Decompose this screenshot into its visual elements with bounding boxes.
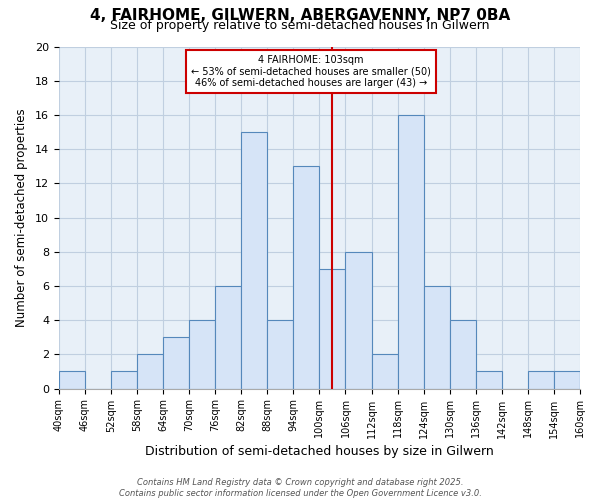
Bar — [346, 252, 371, 388]
Bar — [293, 166, 319, 388]
Bar — [449, 320, 476, 388]
Bar — [319, 269, 346, 388]
Text: 4 FAIRHOME: 103sqm
← 53% of semi-detached houses are smaller (50)
46% of semi-de: 4 FAIRHOME: 103sqm ← 53% of semi-detache… — [191, 55, 431, 88]
Bar — [424, 286, 449, 388]
Bar — [111, 372, 137, 388]
Bar — [163, 338, 189, 388]
Bar — [215, 286, 241, 388]
Bar — [528, 372, 554, 388]
Bar — [580, 372, 600, 388]
Bar — [267, 320, 293, 388]
Y-axis label: Number of semi-detached properties: Number of semi-detached properties — [15, 108, 28, 327]
Bar — [59, 372, 85, 388]
Bar — [398, 115, 424, 388]
Bar — [371, 354, 398, 388]
Bar — [476, 372, 502, 388]
Text: Contains HM Land Registry data © Crown copyright and database right 2025.
Contai: Contains HM Land Registry data © Crown c… — [119, 478, 481, 498]
X-axis label: Distribution of semi-detached houses by size in Gilwern: Distribution of semi-detached houses by … — [145, 444, 494, 458]
Text: Size of property relative to semi-detached houses in Gilwern: Size of property relative to semi-detach… — [110, 19, 490, 32]
Bar — [241, 132, 267, 388]
Bar — [189, 320, 215, 388]
Bar — [554, 372, 580, 388]
Bar — [137, 354, 163, 388]
Text: 4, FAIRHOME, GILWERN, ABERGAVENNY, NP7 0BA: 4, FAIRHOME, GILWERN, ABERGAVENNY, NP7 0… — [90, 8, 510, 22]
